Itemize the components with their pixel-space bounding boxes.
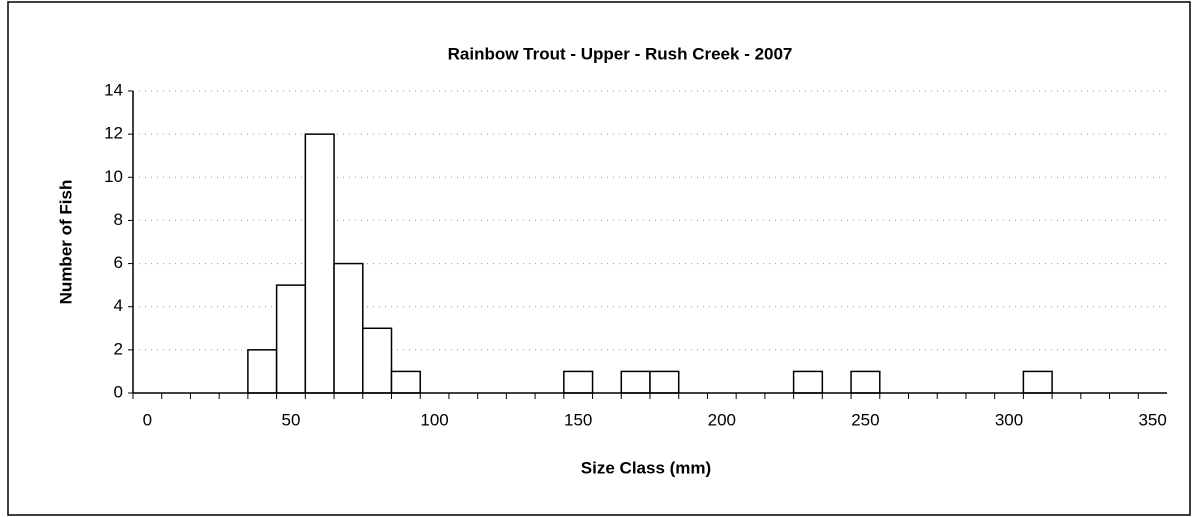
y-tick-label: 6: [114, 253, 123, 272]
bar: [304, 133, 335, 394]
x-tick-label: 0: [143, 410, 152, 429]
bar: [275, 284, 307, 394]
bar: [1022, 370, 1053, 394]
x-tick-label: 200: [708, 410, 736, 429]
chart-title: Rainbow Trout - Upper - Rush Creek - 200…: [448, 44, 793, 63]
x-tick-label: 150: [564, 410, 592, 429]
bar: [620, 370, 651, 394]
bar: [792, 370, 824, 394]
y-tick-label: 14: [104, 80, 123, 99]
x-tick-label: 350: [1138, 410, 1166, 429]
x-tick-label: 250: [851, 410, 879, 429]
bar: [333, 262, 364, 394]
bar: [850, 370, 881, 394]
y-tick-label: 0: [114, 382, 123, 401]
x-tick-label: 100: [420, 410, 448, 429]
y-tick-label: 2: [114, 339, 123, 358]
bar: [362, 327, 393, 394]
x-axis-label: Size Class (mm): [581, 458, 711, 477]
y-axis-label: Number of Fish: [56, 180, 75, 305]
bar: [247, 349, 278, 394]
y-tick-label: 12: [104, 124, 123, 143]
x-tick-label: 300: [995, 410, 1023, 429]
y-tick-label: 4: [114, 296, 123, 315]
chart-frame: [7, 1, 1191, 516]
bar: [563, 370, 594, 394]
bar: [649, 370, 680, 394]
y-tick-label: 8: [114, 210, 123, 229]
bar: [390, 370, 421, 394]
x-tick-label: 50: [282, 410, 301, 429]
y-tick-label: 10: [104, 167, 123, 186]
